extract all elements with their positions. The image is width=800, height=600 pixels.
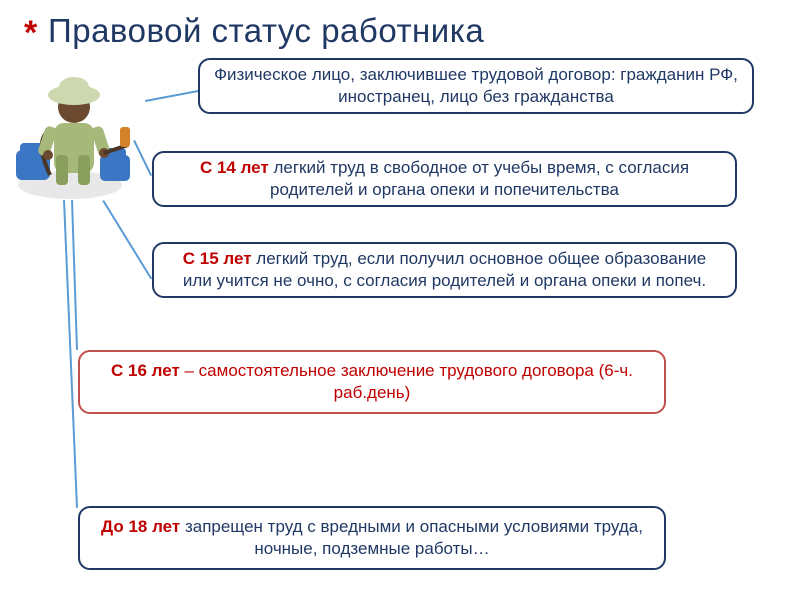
connector-line <box>103 200 152 279</box>
title-bullet-icon: * <box>24 14 37 53</box>
connector-line <box>145 90 198 101</box>
slide-title: Правовой статус работника <box>48 12 484 50</box>
slide-title-area: * Правовой статус работника <box>48 12 484 50</box>
age-label: С 14 лет <box>200 158 269 177</box>
info-box-age-14: С 14 лет легкий труд в свободное от учеб… <box>152 151 737 207</box>
connector-line <box>72 200 78 350</box>
worker-illustration <box>10 55 145 205</box>
info-box-age-16: С 16 лет – самостоятельное заключение тр… <box>78 350 666 414</box>
info-box-definition: Физическое лицо, заключившее трудовой до… <box>198 58 754 114</box>
age-label: До 18 лет <box>101 517 180 536</box>
age-label: С 15 лет <box>183 249 252 268</box>
info-box-under-18: До 18 лет запрещен труд с вредными и опа… <box>78 506 666 570</box>
info-text: легкий труд, если получил основное общее… <box>183 249 706 290</box>
info-text: запрещен труд с вредными и опасными усло… <box>180 517 643 558</box>
connector-line <box>64 200 78 508</box>
age-label: С 16 лет <box>111 361 180 380</box>
info-text: легкий труд в свободное от учебы время, … <box>269 158 689 199</box>
info-box-age-15: С 15 лет легкий труд, если получил основ… <box>152 242 737 298</box>
info-text: Физическое лицо, заключившее трудовой до… <box>214 65 738 106</box>
info-text: – самостоятельное заключение трудового д… <box>180 361 633 402</box>
